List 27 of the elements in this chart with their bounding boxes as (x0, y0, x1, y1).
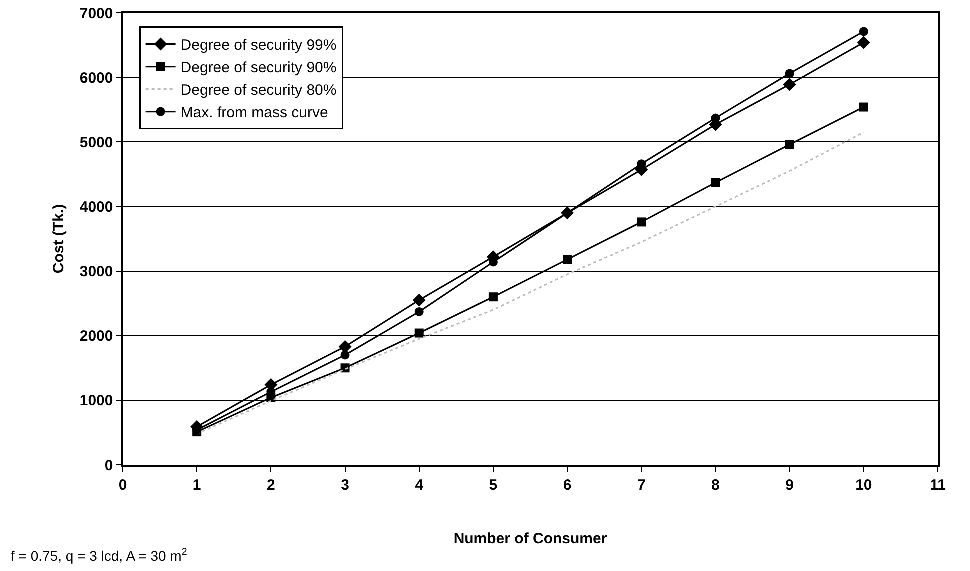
x-tick-label: 1 (192, 476, 202, 494)
x-axis-title: Number of Consumer (454, 530, 608, 548)
legend-label: Max. from mass curve (180, 104, 328, 122)
x-tick-label: 7 (637, 476, 646, 494)
y-tick-label: 3000 (80, 264, 114, 281)
x-tick-label: 5 (489, 476, 498, 494)
legend-label: Degree of security 99% (180, 37, 337, 54)
x-tick-label: 11 (930, 476, 946, 494)
x-tick-label: 0 (118, 476, 128, 494)
x-tick-label: 8 (712, 476, 720, 494)
y-tick-label: 2000 (80, 328, 114, 346)
legend-label: Degree of security 80% (180, 82, 337, 100)
y-tick-label: 7000 (80, 5, 114, 22)
y-tick-label: 1000 (80, 392, 114, 410)
text: f = 0.75, q = 3 lcd, A = 30 m$^{2}$ (11, 547, 188, 564)
y-tick-label: 0 (104, 457, 114, 474)
y-axis-title: Cost (Tk.) (50, 204, 68, 274)
x-tick-label: 6 (563, 476, 572, 494)
x-tick-label: 3 (341, 476, 350, 494)
y-tick-label: 4000 (80, 198, 114, 216)
x-tick-label: 2 (267, 476, 276, 494)
y-tick-label: 5000 (80, 134, 114, 152)
x-tick-label: 9 (786, 476, 794, 494)
y-tick-label: 6000 (80, 70, 114, 87)
x-tick-label: 4 (415, 476, 424, 494)
legend-label: Degree of security 90% (180, 60, 337, 77)
x-tick-label: 10 (856, 476, 872, 494)
